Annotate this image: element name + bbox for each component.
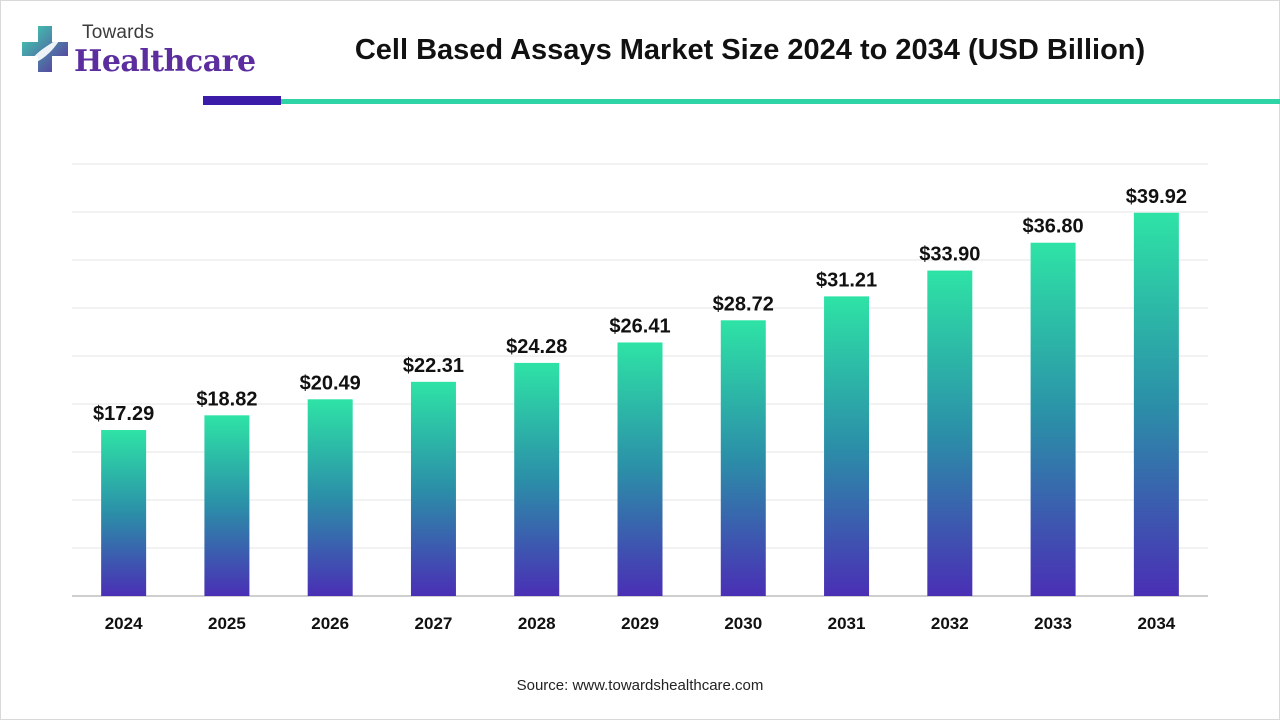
- bar-2030: [720, 320, 766, 596]
- data-label-2027: $22.31: [403, 355, 464, 377]
- bar-2032: [927, 270, 973, 596]
- bar-2031: [824, 296, 870, 596]
- x-tick-2034: 2034: [1137, 614, 1175, 633]
- data-label-2032: $33.90: [919, 244, 980, 266]
- source-note: Source: www.towardshealthcare.com: [516, 677, 764, 694]
- x-tick-2031: 2031: [828, 614, 866, 633]
- logo-towards-text: Towards: [82, 22, 155, 43]
- data-labels-group: $17.29 $18.82 $20.49 $22.31 $24.28 $26.41 $28.…: [93, 186, 1187, 425]
- x-tick-2026: 2026: [311, 614, 349, 633]
- data-label-2029: $26.41: [609, 315, 670, 337]
- title-rule-dark: [203, 96, 281, 105]
- x-tick-2027: 2027: [415, 614, 453, 633]
- data-label-2026: $20.49: [300, 372, 361, 394]
- chart-title: Cell Based Assays Market Size 2024 to 20…: [354, 34, 1146, 66]
- title-rule-teal: [281, 99, 1280, 104]
- x-tick-2033: 2033: [1034, 614, 1072, 633]
- bar-2025: [204, 415, 250, 596]
- x-tick-labels-group: 2024 2025 2026 2027 2028 2029 2030 2031 2032 2033…: [105, 614, 1176, 633]
- data-label-2024: $17.29: [93, 403, 154, 425]
- logo-healthcare-text: Healthcare: [74, 44, 256, 79]
- bar-2033: [1030, 242, 1076, 596]
- bar-2026: [307, 399, 353, 596]
- brand-logo: Towards Healthcare: [18, 20, 256, 84]
- bar-2034: [1133, 212, 1179, 596]
- x-tick-2025: 2025: [208, 614, 246, 633]
- data-label-2030: $28.72: [713, 293, 774, 315]
- bar-2029: [617, 342, 663, 596]
- x-tick-2029: 2029: [621, 614, 659, 633]
- x-tick-2030: 2030: [724, 614, 762, 633]
- data-label-2034: $39.92: [1126, 186, 1187, 208]
- bar-2027: [410, 381, 456, 596]
- data-label-2025: $18.82: [196, 388, 257, 410]
- bar-2028: [514, 362, 560, 596]
- bars-group: [101, 212, 1179, 596]
- data-label-2031: $31.21: [816, 269, 877, 291]
- data-label-2028: $24.28: [506, 336, 567, 358]
- x-tick-2032: 2032: [931, 614, 969, 633]
- data-label-2033: $36.80: [1023, 216, 1084, 238]
- bar-2024: [101, 430, 147, 596]
- x-tick-2028: 2028: [518, 614, 556, 633]
- x-tick-2024: 2024: [105, 614, 143, 633]
- healthcare-cross-icon: [22, 26, 68, 72]
